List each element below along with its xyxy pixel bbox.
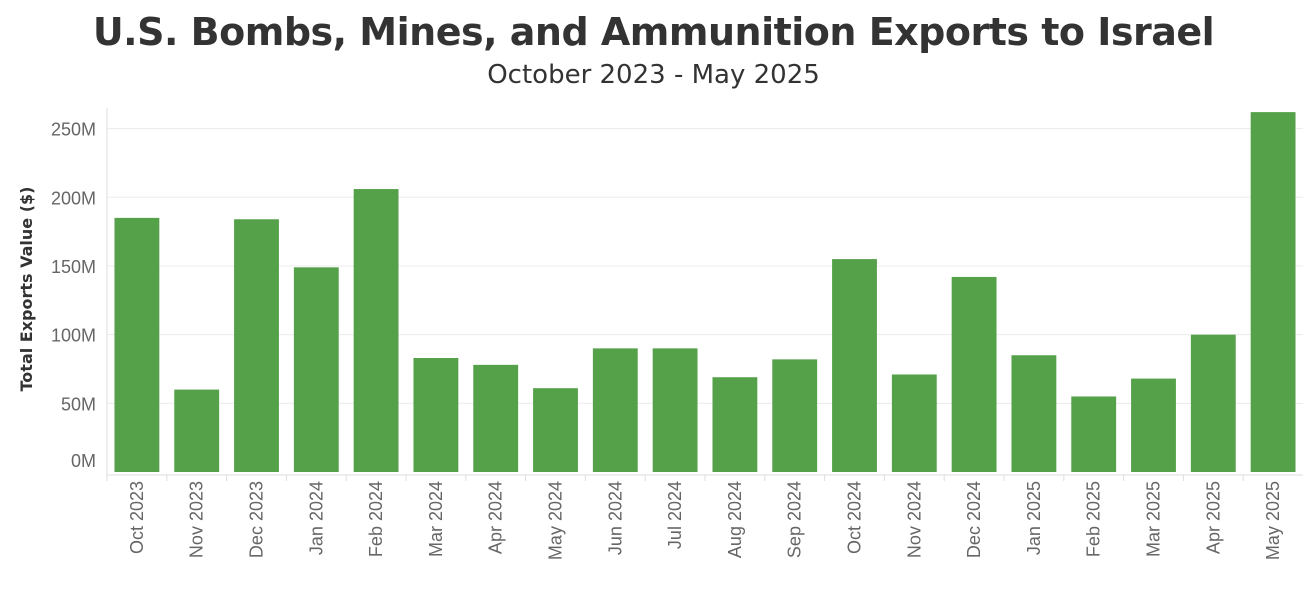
x-tick-label: Feb 2024 bbox=[366, 481, 386, 557]
bar bbox=[473, 364, 519, 472]
y-tick-label: 200M bbox=[51, 188, 96, 208]
bar bbox=[234, 219, 279, 472]
x-tick-label: Feb 2025 bbox=[1084, 481, 1104, 557]
x-tick-label: Jan 2024 bbox=[306, 481, 326, 555]
y-tick-label: 50M bbox=[61, 394, 96, 414]
bar bbox=[1190, 334, 1236, 472]
x-tick-label: Mar 2024 bbox=[426, 481, 446, 557]
x-tick-label: Jul 2024 bbox=[665, 481, 685, 549]
x-tick-label: Jan 2025 bbox=[1024, 481, 1044, 555]
x-tick-label: Oct 2024 bbox=[845, 481, 865, 554]
x-tick-label: Jun 2024 bbox=[605, 481, 625, 555]
bar bbox=[652, 348, 698, 472]
x-tick-label: Apr 2025 bbox=[1203, 481, 1223, 554]
y-axis-label: Total Exports Value ($) bbox=[17, 187, 36, 392]
x-tick-label: Mar 2025 bbox=[1144, 481, 1164, 557]
bar bbox=[592, 348, 638, 472]
bar bbox=[1011, 355, 1057, 472]
x-tick-label: Aug 2024 bbox=[725, 481, 745, 558]
bar bbox=[1071, 396, 1117, 472]
x-tick-label: Apr 2024 bbox=[486, 481, 506, 554]
bar bbox=[413, 357, 459, 472]
chart-title: U.S. Bombs, Mines, and Ammunition Export… bbox=[92, 10, 1215, 54]
x-tick-label: Nov 2024 bbox=[904, 481, 924, 558]
x-tick-label: Dec 2023 bbox=[247, 481, 267, 558]
bar bbox=[1131, 378, 1176, 472]
y-tick-label: 250M bbox=[51, 120, 96, 140]
x-tick-label: Nov 2023 bbox=[187, 481, 207, 558]
chart-subtitle: October 2023 - May 2025 bbox=[487, 60, 820, 90]
x-tick-labels: Oct 2023 Nov 2023 Dec 2023 Jan 2024 Feb 2024… bbox=[127, 481, 1283, 560]
axes bbox=[106, 108, 1303, 481]
bar bbox=[772, 359, 818, 472]
y-tick-label: 0M bbox=[71, 451, 96, 471]
bar bbox=[174, 389, 220, 472]
bar bbox=[951, 276, 997, 472]
grid-lines bbox=[107, 128, 1303, 404]
bar bbox=[114, 217, 160, 472]
x-tick-label: Sep 2024 bbox=[785, 481, 805, 558]
y-tick-labels: 0M 50M 100M 150M 200M 250M bbox=[51, 120, 96, 471]
bar bbox=[293, 267, 339, 472]
y-tick-label: 100M bbox=[51, 326, 96, 346]
bar bbox=[353, 189, 399, 472]
x-tick-label: Dec 2024 bbox=[964, 481, 984, 558]
bar bbox=[1250, 112, 1296, 472]
bar bbox=[891, 374, 937, 472]
x-tick-label: May 2024 bbox=[546, 481, 566, 560]
x-tick-label: May 2025 bbox=[1263, 481, 1283, 560]
x-tick-label: Oct 2023 bbox=[127, 481, 147, 554]
bar bbox=[533, 388, 578, 472]
y-tick-label: 150M bbox=[51, 257, 96, 277]
bar bbox=[832, 259, 877, 472]
bar bbox=[712, 377, 758, 472]
bars bbox=[114, 112, 1296, 472]
